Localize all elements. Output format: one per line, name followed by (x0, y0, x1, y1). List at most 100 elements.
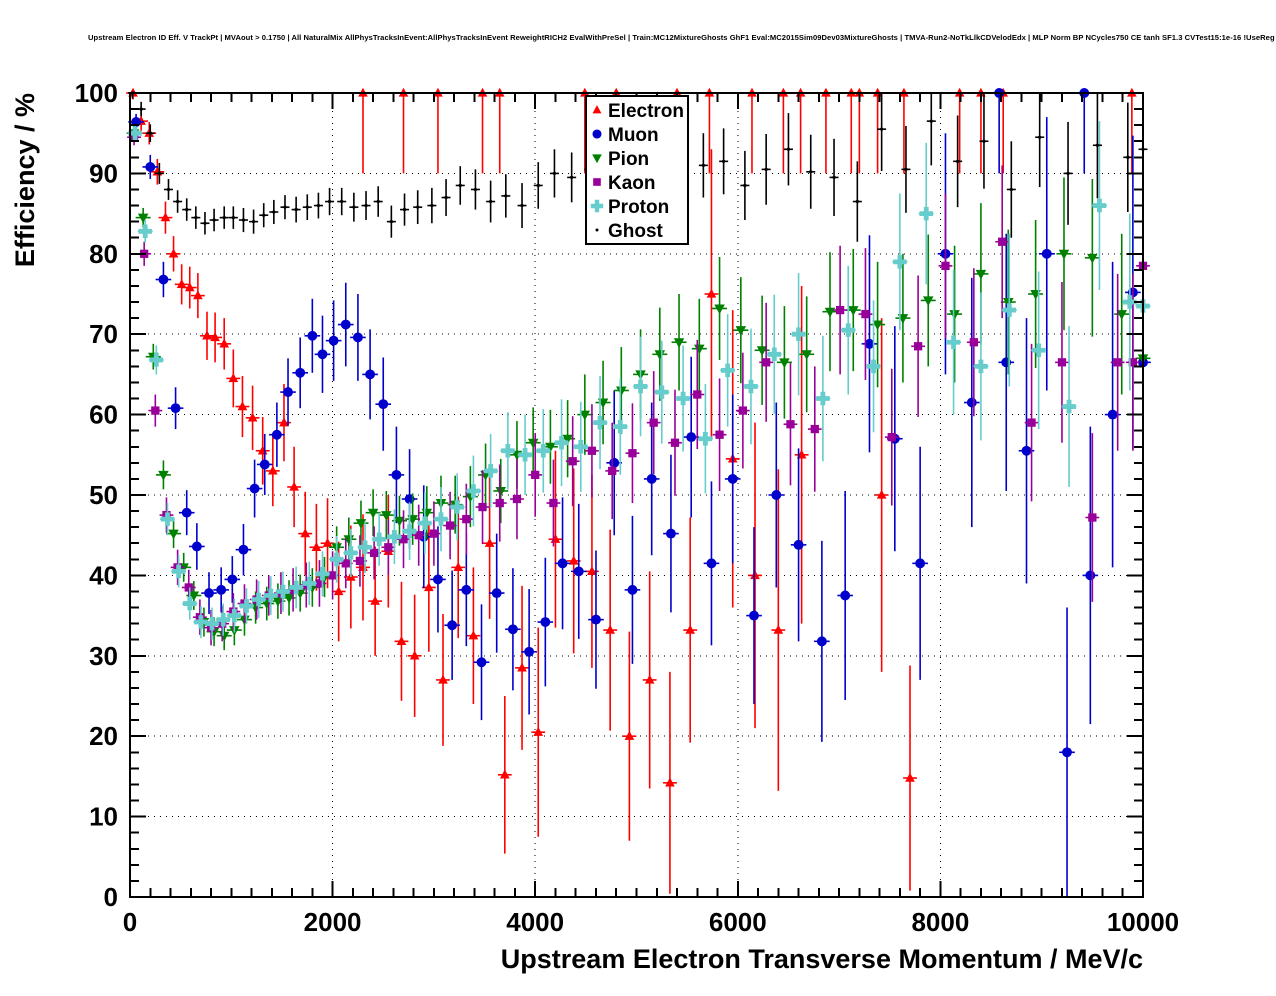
data-marker (322, 537, 333, 547)
y-tick-label: 80 (89, 239, 118, 269)
legend-item-electron[interactable]: Electron (592, 101, 684, 122)
data-marker (1107, 409, 1118, 420)
data-marker (488, 199, 493, 204)
data-marker (665, 777, 675, 787)
data-marker (587, 446, 597, 455)
x-tick-label: 6000 (709, 907, 767, 937)
data-marker (762, 358, 771, 367)
data-marker (160, 512, 175, 526)
data-marker (816, 391, 830, 406)
data-marker (864, 338, 875, 349)
data-marker (203, 221, 207, 225)
data-marker (271, 429, 282, 440)
data-marker (157, 171, 162, 176)
data-marker (1058, 249, 1070, 260)
data-marker (478, 502, 487, 512)
data-marker (212, 218, 216, 222)
data-marker (793, 539, 804, 550)
data-marker (466, 484, 481, 498)
data-marker (181, 507, 192, 518)
data-marker (1092, 198, 1107, 213)
data-marker (344, 546, 358, 560)
data-marker (568, 555, 579, 565)
data-marker (570, 175, 574, 180)
data-marker (816, 636, 827, 647)
data-marker (185, 207, 189, 212)
data-marker (715, 430, 724, 439)
data-marker (922, 296, 934, 307)
data-marker (701, 163, 706, 168)
data-marker (239, 599, 254, 613)
data-marker (251, 592, 266, 607)
data-marker (848, 306, 859, 316)
data-marker (378, 399, 389, 410)
data-marker (517, 662, 527, 672)
data-marker (193, 290, 203, 300)
data-marker (288, 585, 298, 595)
legend-box[interactable] (585, 95, 689, 245)
data-marker (966, 397, 977, 408)
data-marker (536, 444, 551, 458)
legend-item-proton[interactable]: Proton (590, 197, 669, 218)
legend-item-ghost[interactable]: Ghost (595, 221, 664, 242)
data-marker (527, 438, 539, 449)
x-tick-label: 8000 (911, 907, 969, 937)
data-marker (1041, 248, 1052, 259)
data-marker (210, 332, 220, 342)
data-marker (1009, 187, 1013, 192)
data-marker (975, 269, 987, 280)
data-marker (369, 548, 379, 558)
data-marker (418, 516, 432, 530)
data-marker (904, 167, 908, 172)
data-marker (414, 531, 423, 540)
data-marker (384, 543, 393, 552)
data-marker (879, 127, 884, 131)
data-marker (1087, 253, 1098, 264)
data-marker (771, 490, 782, 500)
y-tick-label: 50 (89, 480, 118, 510)
data-marker (462, 514, 471, 524)
data-marker (158, 274, 169, 285)
legend-item-pion[interactable]: Pion (592, 149, 649, 170)
data-marker (1002, 303, 1017, 317)
data-marker (340, 199, 344, 204)
data-marker (171, 564, 186, 579)
legend[interactable]: Electron Muon Pion Kaon Proton Ghost (585, 95, 689, 245)
data-marker (1062, 747, 1072, 758)
legend-item-label: Proton (608, 197, 669, 218)
data-marker (676, 391, 690, 406)
data-marker (531, 470, 540, 480)
data-marker (593, 415, 607, 430)
data-marker (259, 459, 270, 470)
data-marker (655, 385, 669, 399)
data-marker (333, 586, 344, 596)
legend-item-muon[interactable]: Muon (592, 125, 659, 146)
data-marker (340, 319, 351, 330)
data-marker (706, 558, 717, 569)
legend-item-kaon[interactable]: Kaon (593, 173, 656, 194)
data-marker (476, 657, 487, 668)
data-marker (616, 386, 627, 397)
data-marker (1027, 418, 1036, 427)
legend-item-label: Pion (608, 149, 649, 170)
y-tick-label: 70 (89, 319, 118, 349)
data-marker (188, 591, 200, 602)
y-tick-label: 90 (89, 158, 118, 188)
data-marker (222, 215, 226, 220)
plot-title: Upstream Electron ID Eff. V TrackPt | MV… (88, 33, 1275, 42)
data-marker (735, 326, 747, 336)
data-marker (216, 612, 230, 627)
data-marker (861, 309, 870, 319)
data-marker (279, 417, 289, 427)
data-marker (355, 556, 365, 566)
data-marker (276, 584, 290, 599)
data-marker (317, 349, 328, 360)
data-marker (624, 730, 635, 740)
x-tick-label: 0 (123, 907, 137, 937)
y-tick-label: 0 (104, 882, 118, 912)
data-marker (367, 508, 379, 519)
data-marker (501, 444, 515, 458)
data-marker (801, 350, 812, 361)
